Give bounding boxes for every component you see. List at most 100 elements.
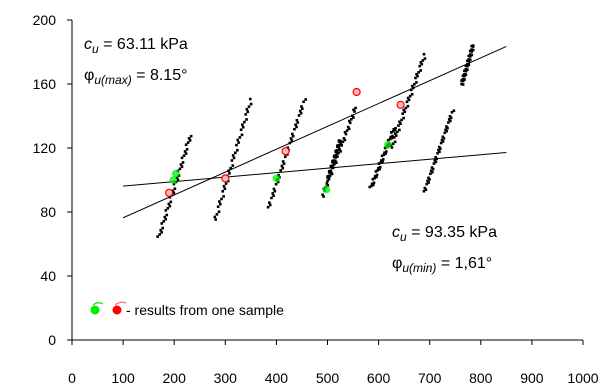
data-point bbox=[228, 172, 231, 175]
x-tick-label: 200 bbox=[163, 370, 187, 386]
data-point bbox=[331, 164, 334, 167]
data-point bbox=[446, 126, 449, 130]
data-point bbox=[422, 189, 426, 193]
x-tick-label: 400 bbox=[265, 370, 289, 386]
data-point bbox=[394, 134, 398, 137]
x-tick-label: 900 bbox=[520, 370, 544, 386]
data-points bbox=[156, 44, 475, 238]
data-point bbox=[336, 148, 339, 152]
data-point bbox=[333, 163, 336, 166]
data-point bbox=[277, 173, 280, 177]
data-point bbox=[289, 137, 293, 140]
data-point bbox=[178, 167, 182, 171]
data-point bbox=[439, 141, 443, 145]
data-point bbox=[281, 166, 285, 170]
data-point bbox=[244, 113, 247, 116]
data-point bbox=[430, 170, 434, 174]
data-point bbox=[271, 192, 275, 195]
data-point bbox=[231, 154, 235, 157]
data-point bbox=[248, 97, 252, 101]
data-point bbox=[447, 121, 450, 124]
data-point bbox=[377, 166, 380, 170]
data-point bbox=[377, 162, 381, 165]
data-point bbox=[295, 125, 298, 129]
sample-result-point bbox=[322, 185, 331, 194]
data-point bbox=[236, 138, 240, 142]
data-point bbox=[184, 152, 188, 155]
sample-result-point bbox=[281, 147, 290, 156]
data-point bbox=[294, 123, 297, 127]
data-point bbox=[466, 59, 469, 63]
data-point bbox=[179, 163, 183, 166]
data-point bbox=[410, 92, 414, 96]
data-point bbox=[433, 159, 437, 162]
data-point bbox=[428, 178, 431, 181]
data-point bbox=[184, 143, 188, 147]
data-point bbox=[162, 220, 166, 223]
data-point bbox=[409, 88, 413, 92]
data-point bbox=[163, 215, 167, 219]
data-point bbox=[342, 137, 346, 140]
data-point bbox=[188, 139, 192, 142]
x-tick-label: 100 bbox=[111, 370, 135, 386]
data-point bbox=[388, 137, 392, 141]
data-point bbox=[158, 233, 161, 236]
annotation-cu-min: cu = 93.35 kPa bbox=[392, 224, 497, 244]
data-point bbox=[373, 174, 377, 178]
data-point bbox=[393, 140, 397, 144]
data-point bbox=[425, 182, 429, 186]
data-point bbox=[402, 108, 406, 112]
data-point bbox=[431, 167, 435, 171]
data-point bbox=[378, 165, 382, 169]
data-point bbox=[440, 138, 444, 142]
data-point bbox=[279, 169, 282, 172]
data-point bbox=[386, 138, 390, 142]
data-point bbox=[161, 226, 165, 230]
data-point bbox=[213, 215, 217, 219]
data-point bbox=[415, 81, 418, 84]
data-point bbox=[332, 159, 336, 162]
data-point bbox=[167, 202, 171, 206]
data-point bbox=[417, 71, 420, 74]
data-point bbox=[222, 184, 226, 188]
data-point bbox=[408, 94, 412, 98]
data-point bbox=[215, 213, 219, 216]
data-point bbox=[268, 203, 272, 207]
data-point bbox=[181, 161, 185, 164]
data-point bbox=[186, 141, 190, 144]
data-point bbox=[400, 118, 403, 122]
data-point bbox=[392, 127, 396, 131]
data-point bbox=[165, 213, 169, 217]
x-tick-label: 800 bbox=[469, 370, 493, 386]
data-point bbox=[239, 128, 243, 132]
data-point bbox=[437, 148, 440, 152]
data-point bbox=[273, 189, 277, 193]
data-point bbox=[423, 186, 427, 190]
data-point bbox=[180, 156, 184, 160]
data-point bbox=[470, 48, 473, 51]
data-point bbox=[326, 175, 329, 178]
legend: - results from one sample bbox=[90, 301, 284, 318]
data-point bbox=[376, 169, 380, 172]
data-point bbox=[340, 144, 344, 147]
data-point bbox=[422, 52, 426, 56]
y-tick-label: 200 bbox=[33, 12, 57, 28]
data-point bbox=[434, 160, 438, 164]
y-tick-label: 160 bbox=[33, 76, 57, 92]
data-point bbox=[470, 44, 473, 48]
data-point bbox=[424, 188, 428, 191]
data-point bbox=[345, 129, 349, 132]
data-point bbox=[351, 114, 354, 118]
data-point bbox=[160, 222, 164, 225]
data-point bbox=[445, 129, 448, 133]
data-point bbox=[347, 127, 351, 131]
data-point bbox=[372, 181, 376, 185]
data-point bbox=[329, 164, 333, 168]
data-point bbox=[463, 78, 466, 81]
trend-lines bbox=[122, 45, 507, 219]
data-point bbox=[332, 154, 336, 158]
data-point bbox=[439, 147, 442, 150]
data-point bbox=[339, 142, 343, 145]
data-point bbox=[327, 174, 331, 178]
